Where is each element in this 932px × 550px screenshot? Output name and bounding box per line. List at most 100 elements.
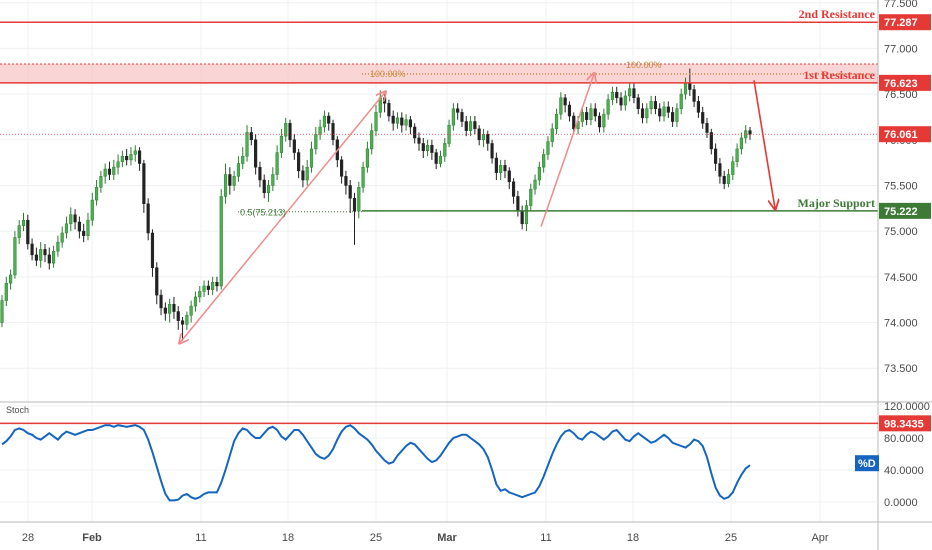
candle-body xyxy=(305,166,309,181)
candle-body xyxy=(460,112,464,122)
candle-body xyxy=(533,179,537,190)
candle-body xyxy=(473,121,477,130)
candle-body xyxy=(245,132,249,157)
candle-body xyxy=(133,150,137,155)
candle-body xyxy=(77,221,81,232)
candle-body xyxy=(43,249,47,256)
date-tick-label: 18 xyxy=(627,532,639,544)
candle-body xyxy=(228,174,232,186)
candle-body xyxy=(395,117,400,124)
candle-body xyxy=(383,97,387,104)
candle-body xyxy=(236,163,241,177)
candle-body xyxy=(254,139,258,168)
candle-body xyxy=(47,254,51,264)
stoch-d-line xyxy=(1,424,751,502)
candle-body xyxy=(701,112,705,124)
candle-body xyxy=(683,82,688,95)
candle-body xyxy=(223,174,228,197)
candle-body xyxy=(103,168,107,177)
candle-body xyxy=(580,112,584,122)
candle-body xyxy=(180,320,185,325)
candle-body xyxy=(327,115,331,124)
candle-body xyxy=(546,141,550,155)
candle-body xyxy=(206,285,210,290)
projection-arrow-2 xyxy=(540,74,594,227)
candle-body xyxy=(198,291,202,298)
candle-body xyxy=(404,119,408,126)
candle-body xyxy=(266,185,271,194)
candle-body xyxy=(142,163,146,204)
candle-body xyxy=(623,95,627,106)
candle-body xyxy=(125,155,129,161)
gridlines xyxy=(0,0,878,522)
candle-body xyxy=(129,154,133,161)
stoch-gridlines xyxy=(0,405,878,503)
candle-body xyxy=(34,254,38,261)
candle-body xyxy=(434,152,438,164)
candle-body xyxy=(370,130,374,150)
candle-body xyxy=(718,163,722,177)
candle-body xyxy=(705,123,709,133)
tag-first-resistance-bg xyxy=(879,74,931,91)
tag-second-resistance-value: 77.287 xyxy=(884,17,918,29)
candle-body xyxy=(516,196,520,212)
candle-body xyxy=(56,241,60,252)
date-tick-label: Feb xyxy=(82,532,102,544)
candle-body xyxy=(666,106,670,113)
date-tick-label: Mar xyxy=(437,532,457,544)
candle-body xyxy=(628,88,632,97)
candle-body xyxy=(499,165,503,173)
candle-body xyxy=(567,104,572,117)
candle-body xyxy=(150,232,155,268)
candle-body xyxy=(60,232,64,243)
candle-body xyxy=(610,92,615,100)
candle-body xyxy=(241,155,245,164)
candle-body xyxy=(292,139,296,153)
bearish-arrow xyxy=(753,80,775,208)
candle-body xyxy=(163,307,167,314)
candle-body xyxy=(417,137,421,144)
candle-body xyxy=(619,97,623,106)
candle-body xyxy=(107,168,112,175)
candle-body xyxy=(722,176,726,184)
candle-body xyxy=(632,88,636,99)
candle-body xyxy=(554,113,559,130)
candle-body xyxy=(309,148,314,168)
candle-body xyxy=(314,134,318,150)
candle-body xyxy=(481,134,486,141)
candle-body xyxy=(692,89,696,102)
candle-body xyxy=(137,150,142,164)
major-support-label: Major Support xyxy=(798,196,875,210)
price-tick-label: 73.500 xyxy=(884,363,918,375)
candle-body xyxy=(116,161,120,168)
candle-body xyxy=(211,282,215,290)
projection-arrow-1 xyxy=(180,92,385,342)
date-tick-label: 28 xyxy=(22,532,34,544)
candle-body xyxy=(112,166,116,175)
candle-body xyxy=(464,121,468,131)
candle-body xyxy=(426,145,430,152)
candle-body xyxy=(189,305,193,316)
candle-body xyxy=(82,230,86,236)
stoch-axis: 120.0000 80.0000 40.0000 0.0000 xyxy=(884,401,930,509)
tag-major-support: 75.222 xyxy=(879,202,931,219)
candle-body xyxy=(318,126,322,135)
candle-body xyxy=(219,196,223,287)
candle-body xyxy=(421,143,425,151)
candle-body xyxy=(503,165,507,172)
candle-body xyxy=(593,108,597,117)
date-tick-label: 18 xyxy=(282,532,294,544)
candle-body xyxy=(735,148,739,162)
candle-body xyxy=(301,170,305,181)
candle-body xyxy=(524,205,529,225)
stoch-tick-label: 80.0000 xyxy=(884,433,924,445)
candle-body xyxy=(64,223,69,234)
candle-body xyxy=(490,143,494,159)
fib-label-b: 100.00% xyxy=(626,60,662,70)
candle-body xyxy=(13,237,17,276)
date-tick-label: Apr xyxy=(811,532,828,544)
candle-body xyxy=(679,93,683,109)
tag-first-resistance-value: 76.623 xyxy=(884,78,918,90)
price-tick-label: 75.500 xyxy=(884,180,918,192)
candle-body xyxy=(172,303,176,312)
